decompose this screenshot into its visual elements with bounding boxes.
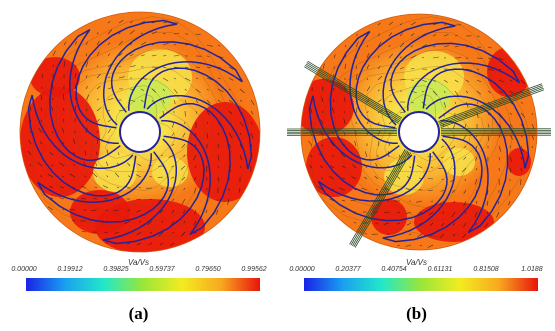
colorbar-tick: 0.00000 — [289, 266, 315, 273]
blade — [355, 21, 456, 129]
high-velocity-region — [20, 87, 100, 197]
colorbar-tick: 0.40754 — [381, 266, 407, 273]
colorbar-tick: 0.59737 — [149, 266, 175, 273]
colorbar-label-a: Va/Vs — [127, 258, 150, 267]
velocity-vectors — [308, 21, 535, 248]
hub — [119, 111, 161, 153]
colorbar-ticks-b: 0.00000 0.20377 0.40754 0.61131 0.81508 … — [278, 266, 555, 276]
flow-contour-plot-a — [19, 11, 261, 253]
colorbar-tick: 0.81508 — [473, 266, 499, 273]
blade — [27, 94, 137, 197]
colorbar-b — [304, 278, 538, 291]
colorbar-tick: 0.61131 — [427, 266, 453, 273]
colorbar-tick: 0.20377 — [335, 266, 361, 273]
high-velocity-region — [301, 79, 354, 135]
support-beams — [286, 60, 551, 248]
colorbar-ticks-a: 0.00000 0.19912 0.39825 0.59737 0.79650 … — [0, 266, 277, 276]
colorbar-a — [26, 278, 260, 291]
disc-boundary — [19, 11, 261, 253]
disc-boundary — [300, 13, 538, 251]
high-velocity-region — [507, 148, 531, 176]
low-velocity-region — [152, 157, 188, 187]
blade — [75, 19, 178, 129]
colorbar-tick: 0.79650 — [195, 266, 221, 273]
colorbar-tick: 0.00000 — [11, 266, 37, 273]
hub — [398, 111, 440, 153]
colorbar-tick: 1.0188 — [521, 266, 543, 273]
blade — [422, 68, 530, 169]
blade — [390, 42, 521, 113]
lowest-velocity-region — [407, 79, 451, 115]
flow-contour-plot-b — [286, 13, 551, 251]
colorbar-gradient — [26, 278, 260, 291]
colorbar-tick: 0.39825 — [103, 266, 129, 273]
high-velocity-region — [371, 199, 407, 235]
low-velocity-region — [443, 148, 475, 176]
colorbar-gradient — [304, 278, 538, 291]
caption-b: (b) — [406, 304, 427, 323]
blade — [159, 102, 231, 235]
blade — [382, 135, 483, 243]
blade — [110, 41, 243, 113]
blade — [49, 29, 121, 162]
high-velocity-region — [30, 57, 80, 97]
lowest-velocity-region — [128, 79, 172, 115]
panel-b: Va/Vs 0.00000 0.20377 0.40754 0.61131 0.… — [278, 0, 555, 331]
caption-a: (a) — [128, 304, 149, 323]
rotor-blades — [27, 19, 253, 245]
blade — [317, 151, 448, 222]
blade — [143, 67, 253, 170]
blade — [308, 95, 416, 196]
high-velocity-region — [187, 102, 260, 202]
colorbar-label-b: Va/Vs — [405, 258, 428, 267]
colorbar-tick: 0.99562 — [241, 266, 267, 273]
colorbar-tick: 0.19912 — [57, 266, 83, 273]
velocity-vectors — [27, 19, 255, 246]
panel-a: Va/Vs 0.00000 0.19912 0.39825 0.59737 0.… — [0, 0, 277, 331]
blade — [37, 151, 170, 223]
blade — [102, 135, 205, 245]
